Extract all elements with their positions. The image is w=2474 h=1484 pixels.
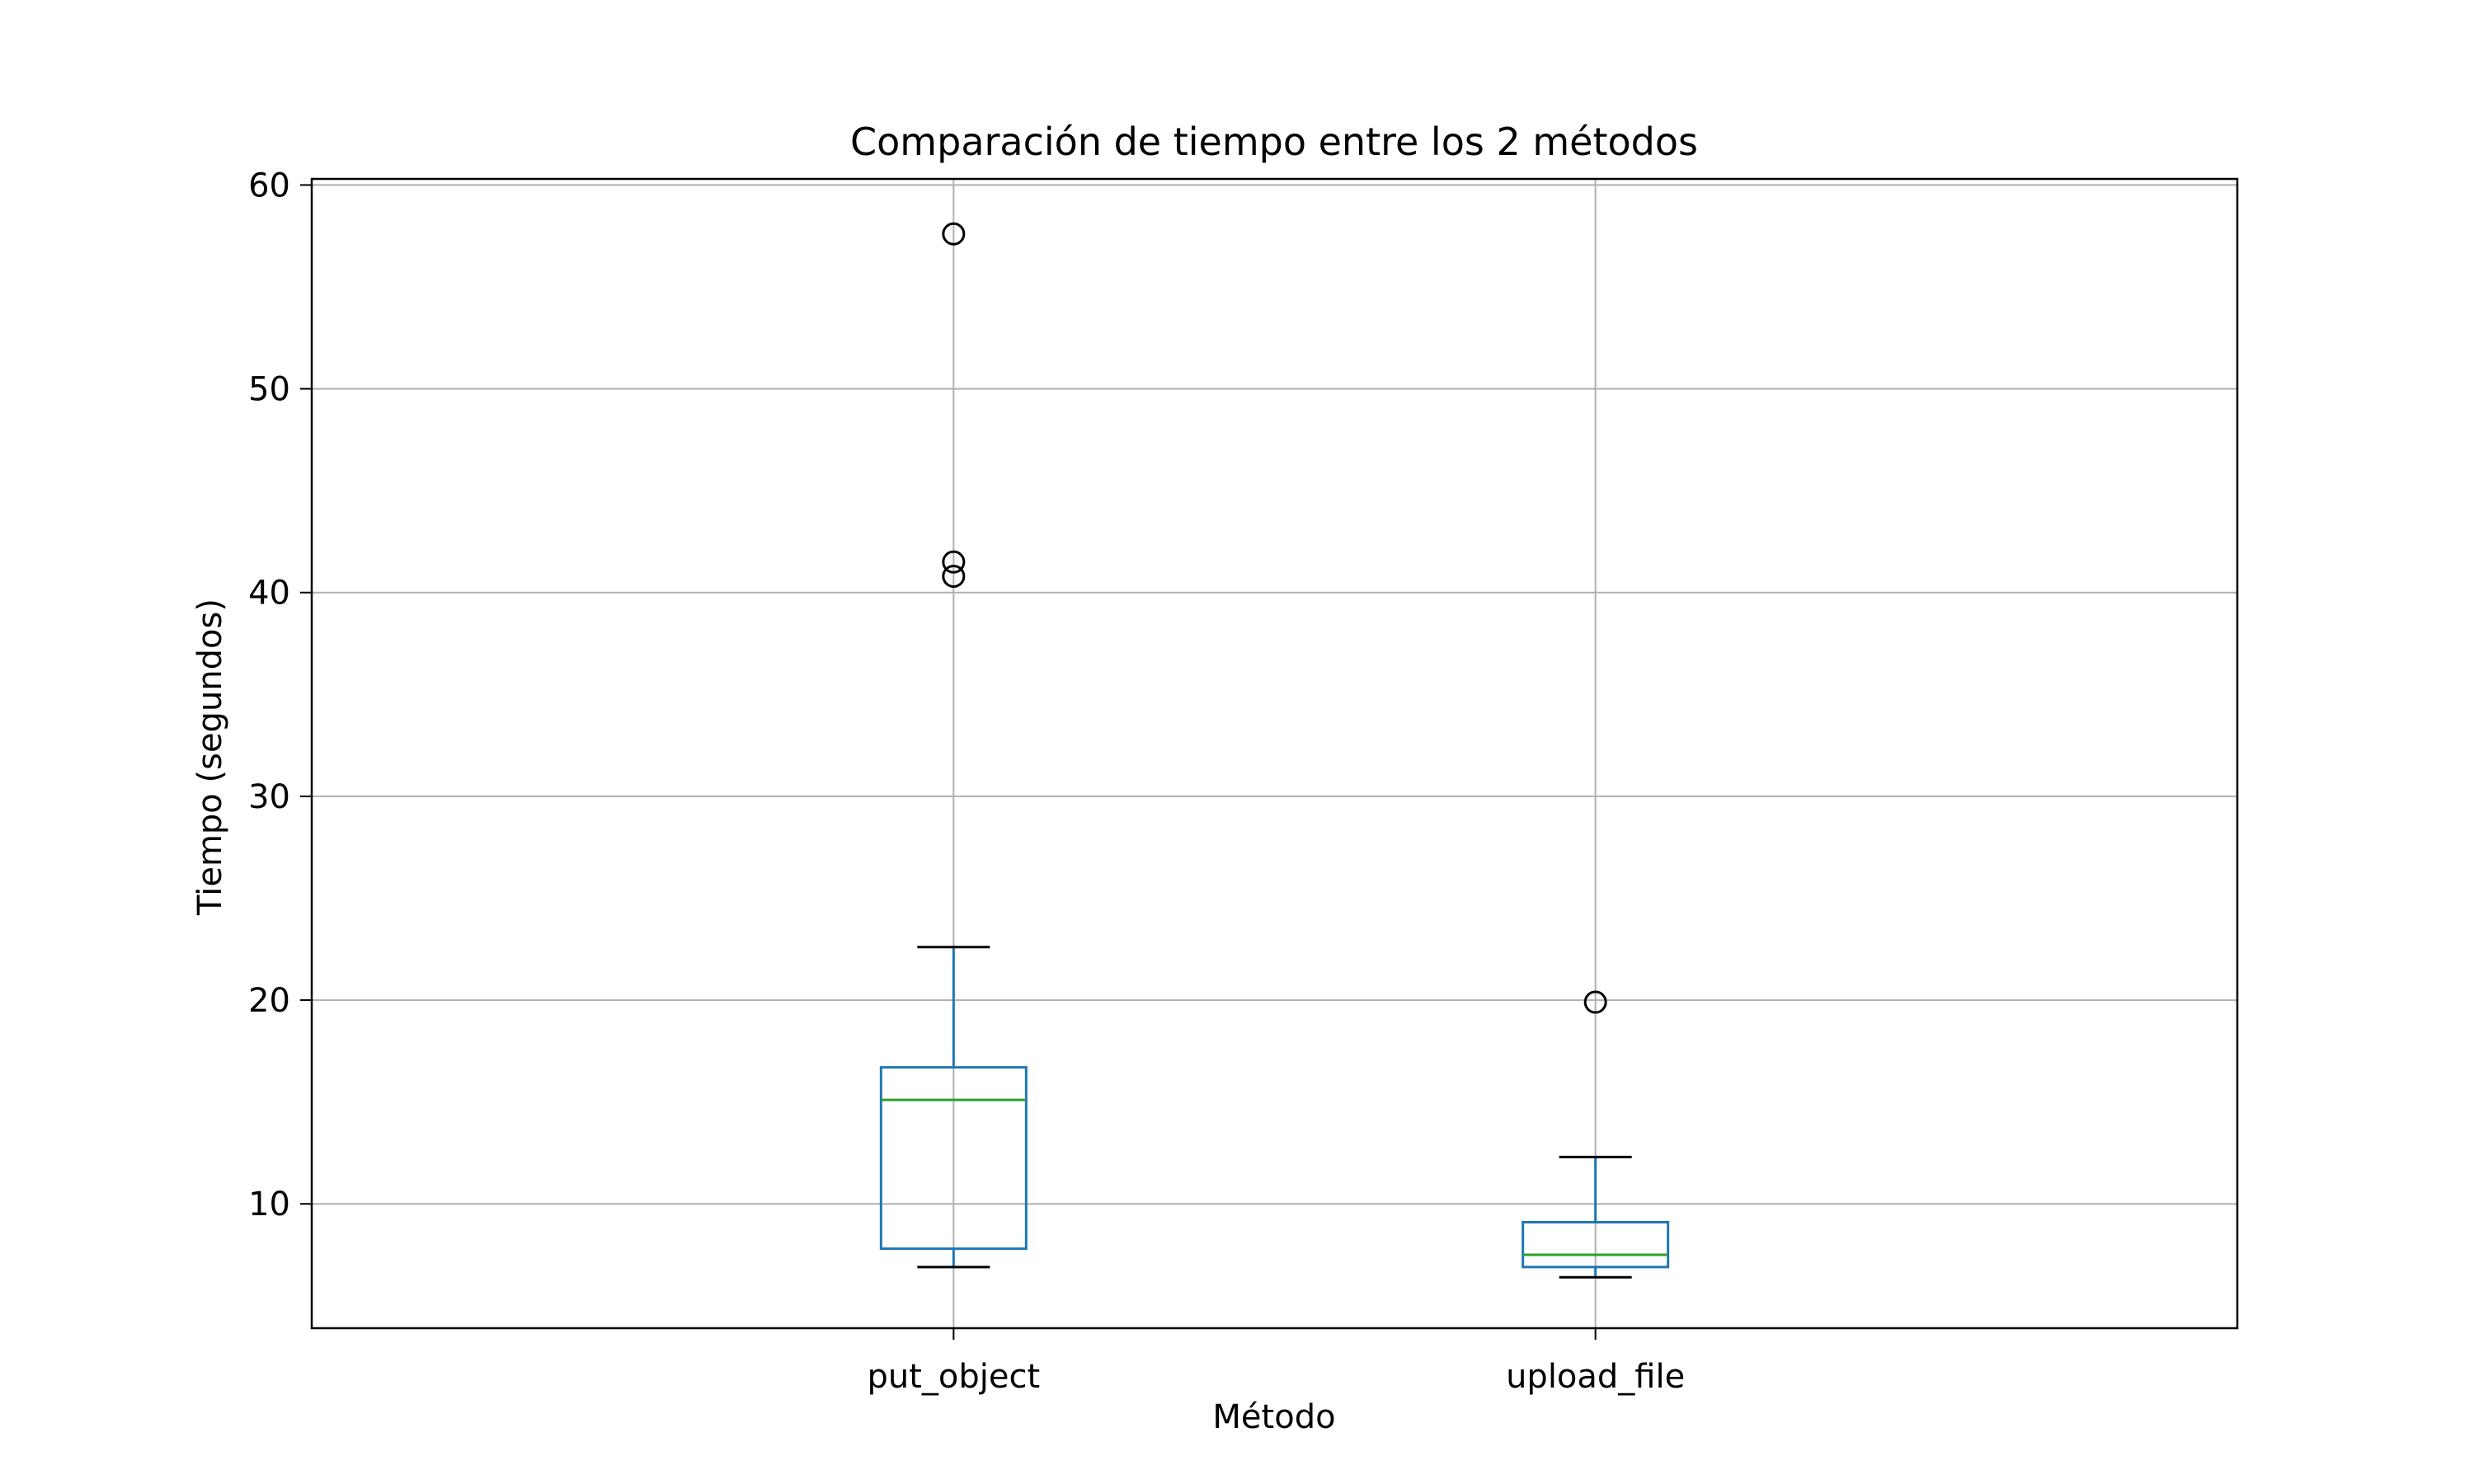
boxes: [879, 222, 1670, 1279]
box-put_object: [879, 222, 1028, 1269]
axis-ticks: 10 20 30 40 50 60 put_object upload_file: [248, 167, 1685, 1396]
iqr-box: [1522, 1220, 1670, 1269]
y-tick-label: 40: [248, 575, 290, 613]
y-tick-label: 10: [248, 1186, 290, 1223]
y-axis-label: Tiempo (segundos): [191, 599, 229, 916]
y-tick-label: 20: [248, 982, 290, 1020]
outlier-point: [942, 564, 966, 588]
y-tick-label: 50: [248, 371, 290, 409]
x-axis-label: Método: [1212, 1398, 1335, 1436]
y-tick-label: 60: [248, 167, 290, 204]
x-tick-label: upload_file: [1506, 1358, 1685, 1396]
box-upload_file: [1522, 990, 1670, 1279]
outlier-point: [942, 222, 966, 246]
iqr-box: [879, 1066, 1028, 1251]
grid-lines: [312, 179, 2237, 1328]
chart-title: Comparación de tiempo entre los 2 método…: [850, 120, 1698, 164]
plot-frame: [310, 177, 2239, 1330]
y-tick-label: 30: [248, 778, 290, 816]
outlier-point: [942, 550, 966, 574]
x-tick-label: put_object: [867, 1358, 1040, 1396]
outlier-point: [1583, 990, 1607, 1014]
